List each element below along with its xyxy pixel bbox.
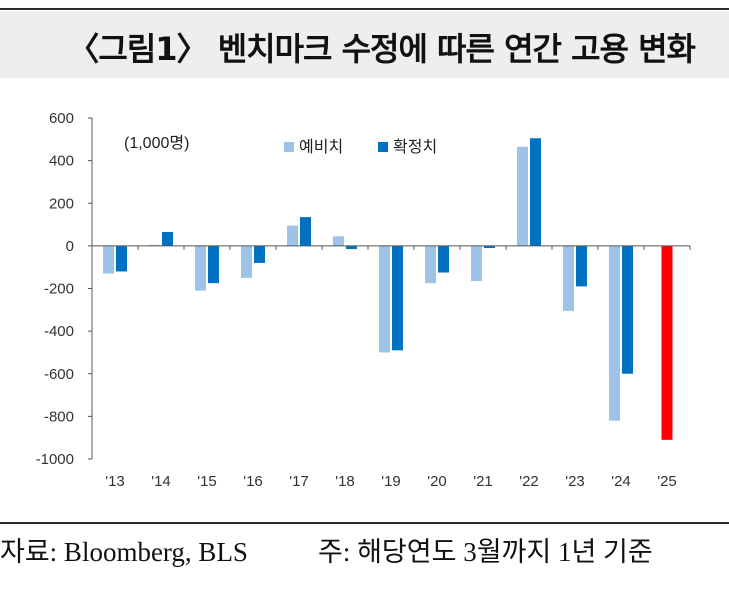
x-tick-label: '24 bbox=[611, 473, 631, 490]
bar-final bbox=[484, 245, 495, 249]
bottom-rule bbox=[0, 522, 729, 524]
bar-final bbox=[254, 245, 265, 263]
bar-final bbox=[576, 245, 587, 287]
x-tick-label: '20 bbox=[427, 473, 447, 490]
bar-preliminary bbox=[195, 245, 206, 291]
legend-label: 예비치 bbox=[299, 137, 343, 156]
bar-preliminary bbox=[241, 245, 252, 278]
y-tick-label: 200 bbox=[49, 195, 74, 212]
legend-swatch bbox=[284, 142, 294, 152]
bar-final bbox=[208, 245, 219, 284]
y-axis: 600 400 200 0 -200 -400 -600 -800 -1000 bbox=[36, 110, 93, 468]
bar-preliminary bbox=[609, 245, 620, 421]
x-tick-label: '15 bbox=[197, 473, 217, 490]
bar-highlight bbox=[661, 245, 673, 440]
unit-label: (1,000명) bbox=[124, 134, 189, 152]
x-tick-label: '17 bbox=[289, 473, 309, 490]
y-tick-label: -800 bbox=[44, 408, 74, 425]
x-axis: '13 '14 '15 '16 '17 '18 '19 '20 '21 '22 '23 '24 '25 bbox=[91, 245, 691, 490]
bar-preliminary bbox=[425, 245, 436, 284]
bar-preliminary bbox=[471, 245, 482, 282]
bar-final bbox=[622, 245, 633, 374]
bar-preliminary bbox=[149, 244, 160, 246]
bar-preliminary bbox=[103, 245, 114, 274]
legend-swatch bbox=[378, 142, 388, 152]
top-rule bbox=[0, 8, 729, 10]
y-tick-label: -400 bbox=[44, 323, 74, 340]
bars bbox=[103, 138, 673, 440]
title-band bbox=[0, 11, 729, 78]
x-tick-label: '25 bbox=[657, 473, 677, 490]
x-tick-label: '23 bbox=[565, 473, 585, 490]
y-tick-label: -200 bbox=[44, 281, 74, 298]
bar-final bbox=[392, 245, 403, 351]
y-tick-label: 400 bbox=[49, 153, 74, 170]
y-tick-label: 0 bbox=[66, 238, 74, 255]
bar-preliminary bbox=[287, 225, 298, 246]
x-tick-label: '19 bbox=[381, 473, 401, 490]
bar-preliminary bbox=[379, 245, 390, 353]
x-tick-label: '18 bbox=[335, 473, 355, 490]
legend-label: 확정치 bbox=[393, 137, 437, 156]
y-tick-label: 600 bbox=[49, 110, 74, 127]
x-tick-label: '21 bbox=[473, 473, 493, 490]
bar-preliminary bbox=[333, 236, 344, 246]
legend: (1,000명) 예비치 확정치 bbox=[124, 134, 437, 156]
bar-final bbox=[346, 245, 357, 250]
source-note: 자료: Bloomberg, BLS bbox=[0, 537, 248, 567]
x-tick-label: '14 bbox=[151, 473, 171, 490]
bar-preliminary bbox=[517, 146, 528, 246]
bar-final bbox=[530, 138, 541, 246]
x-tick-label: '13 bbox=[105, 473, 125, 490]
chart-title: 〈그림1〉 벤치마크 수정에 따른 연간 고용 변화 bbox=[67, 30, 696, 68]
y-tick-label: -1000 bbox=[36, 451, 74, 468]
x-tick-label: '22 bbox=[519, 473, 539, 490]
bar-preliminary bbox=[563, 245, 574, 311]
x-tick-label: '16 bbox=[243, 473, 263, 490]
y-tick-label: -600 bbox=[44, 366, 74, 383]
bar-final bbox=[438, 245, 449, 273]
bar-final bbox=[300, 217, 311, 246]
bar-final bbox=[116, 245, 127, 272]
bar-final bbox=[162, 232, 173, 246]
footnote: 주: 해당연도 3월까지 1년 기준 bbox=[318, 537, 653, 567]
